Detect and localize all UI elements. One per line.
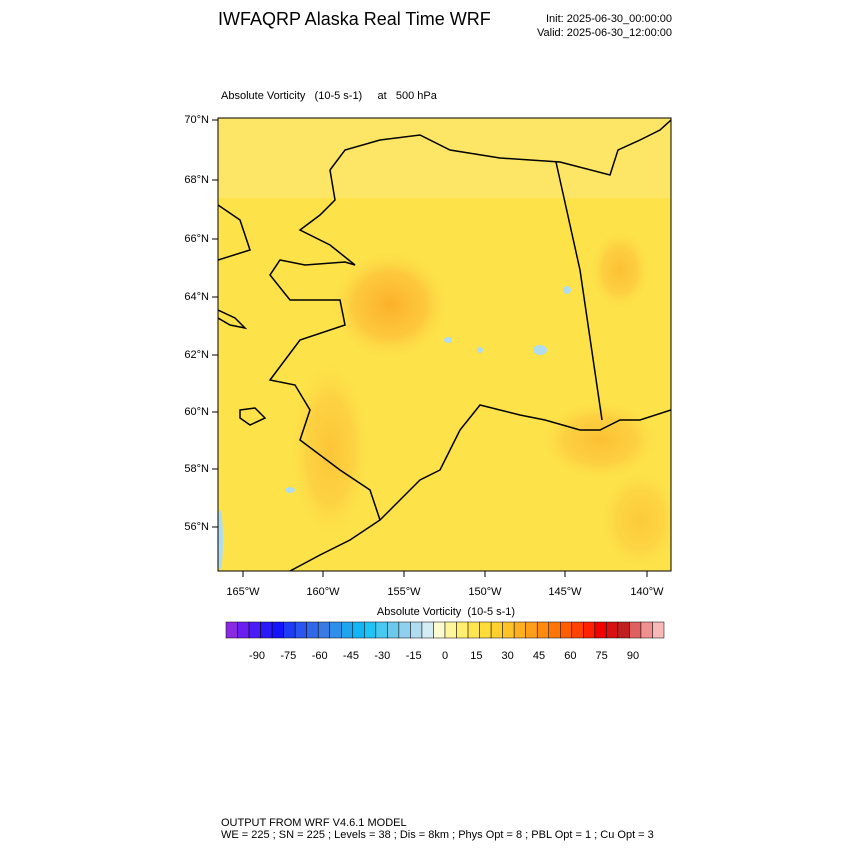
lat-label: 64°N: [184, 291, 209, 303]
colorbar-box: [456, 621, 469, 639]
colorbar-box: [364, 621, 377, 639]
colorbar-label: -75: [280, 650, 296, 662]
init-time: Init: 2025-06-30_00:00:00: [546, 13, 672, 25]
colorbar-box: [583, 621, 596, 639]
lat-label: 68°N: [184, 174, 209, 186]
colorbar-box: [421, 621, 434, 639]
colorbar-box: [560, 621, 573, 639]
colorbar-box: [225, 621, 238, 639]
colorbar-title: Absolute Vorticity (10-5 s-1): [377, 606, 515, 618]
colorbar-box: [375, 621, 388, 639]
lon-label: 155°W: [387, 586, 421, 598]
colorbar-box: [444, 621, 457, 639]
title: IWFAQRP Alaska Real Time WRF: [218, 9, 491, 29]
colorbar-box: [352, 621, 365, 639]
colorbar-label: 0: [442, 650, 448, 662]
lat-label: 62°N: [184, 349, 209, 361]
valid-time: Valid: 2025-06-30_12:00:00: [537, 27, 672, 39]
map-frame: [217, 117, 672, 572]
colorbar-box: [294, 621, 307, 639]
lat-label: 56°N: [184, 521, 209, 533]
lat-label: 60°N: [184, 406, 209, 418]
colorbar-box: [283, 621, 296, 639]
colorbar-box: [260, 621, 273, 639]
subtitle: Absolute Vorticity (10-5 s-1) at 500 hPa: [221, 90, 438, 102]
colorbar-label: -30: [374, 650, 390, 662]
colorbar-box: [652, 621, 665, 639]
colorbar-box: [479, 621, 492, 639]
colorbar-box: [237, 621, 250, 639]
colorbar-box: [629, 621, 642, 639]
colorbar-box: [502, 621, 515, 639]
lat-label: 66°N: [184, 233, 209, 245]
footer-line: OUTPUT FROM WRF V4.6.1 MODEL: [221, 817, 407, 829]
colorbar-box: [387, 621, 400, 639]
lon-label: 145°W: [548, 586, 582, 598]
colorbar-box: [617, 621, 630, 639]
colorbar-box: [398, 621, 411, 639]
colorbar-box: [525, 621, 538, 639]
colorbar-box: [548, 621, 561, 639]
colorbar-label: -15: [406, 650, 422, 662]
colorbar-label: -45: [343, 650, 359, 662]
colorbar-box: [317, 621, 330, 639]
colorbar-box: [410, 621, 423, 639]
colorbar-box: [248, 621, 261, 639]
colorbar-box: [640, 621, 653, 639]
colorbar-box: [433, 621, 446, 639]
colorbar-box: [513, 621, 526, 639]
colorbar-box: [306, 621, 319, 639]
lon-label: 165°W: [226, 586, 260, 598]
colorbar-box: [341, 621, 354, 639]
colorbar-label: -90: [249, 650, 265, 662]
colorbar-label: -60: [312, 650, 328, 662]
colorbar-box: [329, 621, 342, 639]
colorbar-label: 15: [470, 650, 482, 662]
colorbar-box: [594, 621, 607, 639]
colorbar-box: [467, 621, 480, 639]
colorbar-box: [490, 621, 503, 639]
colorbar-box: [571, 621, 584, 639]
colorbar-box: [536, 621, 549, 639]
colorbar-label: 60: [564, 650, 576, 662]
colorbar-label: 45: [533, 650, 545, 662]
lat-label: 70°N: [184, 114, 209, 126]
lon-label: 140°W: [630, 586, 664, 598]
map-field: [218, 118, 671, 571]
colorbar-box: [271, 621, 284, 639]
colorbar-label: 75: [596, 650, 608, 662]
lon-label: 150°W: [468, 586, 502, 598]
footer-line: WE = 225 ; SN = 225 ; Levels = 38 ; Dis …: [221, 829, 654, 841]
colorbar-label: 90: [627, 650, 639, 662]
lon-label: 160°W: [306, 586, 340, 598]
colorbar-label: 30: [502, 650, 514, 662]
lat-label: 58°N: [184, 463, 209, 475]
colorbar-box: [606, 621, 619, 639]
